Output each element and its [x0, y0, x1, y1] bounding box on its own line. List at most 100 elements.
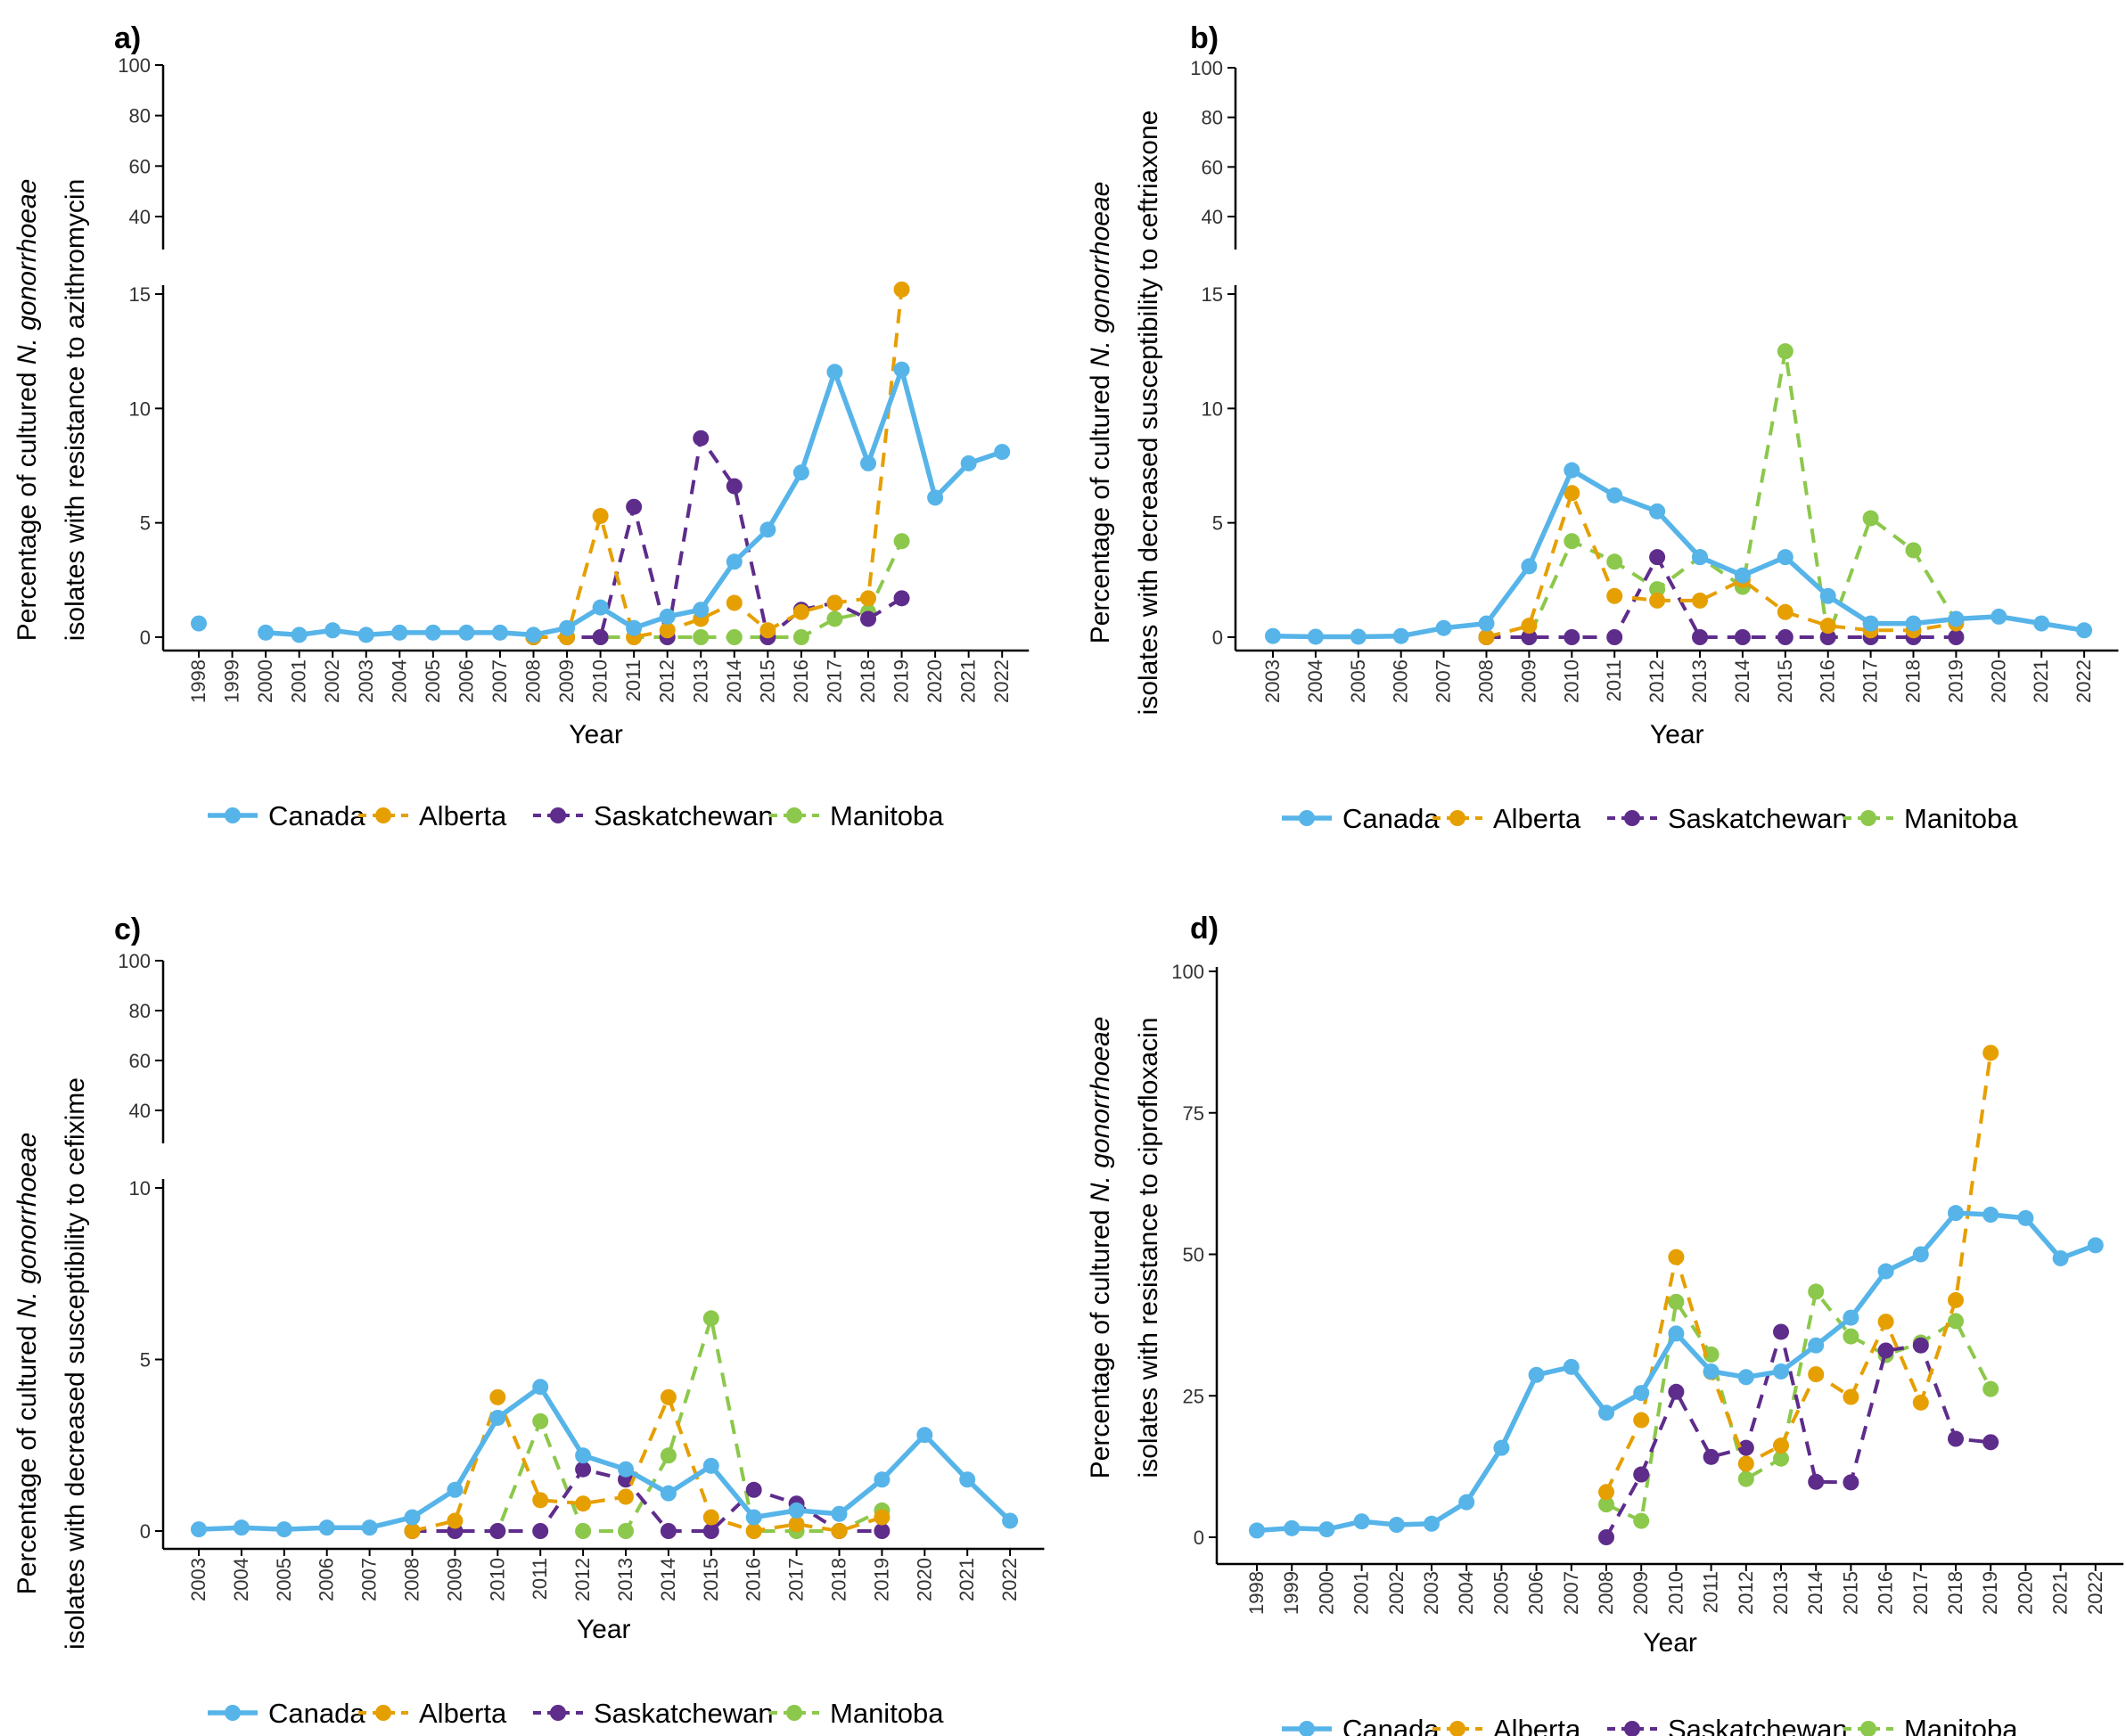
y-tick-label: 100: [1190, 57, 1223, 79]
data-point-saskatchewan: [660, 1523, 677, 1539]
y-axis-title-line-2: isolates with resistance to azithromycin: [61, 179, 90, 642]
data-point-canada: [1353, 1513, 1370, 1530]
x-tick-label: 2019: [891, 659, 913, 703]
data-point-canada: [1649, 503, 1666, 520]
data-point-alberta: [660, 1388, 677, 1405]
data-point-alberta: [893, 281, 910, 298]
data-point-manitoba: [1843, 1328, 1859, 1345]
legend-marker-saskatchewan: [550, 807, 566, 823]
data-point-canada: [1692, 549, 1708, 566]
data-point-canada: [1633, 1385, 1650, 1402]
data-point-canada: [318, 1519, 335, 1536]
data-point-saskatchewan: [702, 1523, 719, 1539]
data-point-alberta: [575, 1495, 592, 1512]
x-tick-label: 1999: [1280, 1571, 1302, 1615]
data-point-canada: [893, 361, 910, 378]
data-point-manitoba: [693, 629, 710, 645]
legend-marker-saskatchewan: [550, 1705, 566, 1721]
x-tick-label: 2001: [288, 659, 310, 703]
y-tick-label: 100: [118, 54, 151, 77]
x-tick-label: 2010: [486, 1558, 508, 1601]
x-tick-label: 2016: [743, 1558, 765, 1601]
data-point-alberta: [745, 1523, 762, 1539]
data-point-saskatchewan: [1773, 1323, 1789, 1340]
x-tick-label: 2013: [689, 659, 711, 703]
data-point-canada: [233, 1519, 250, 1536]
legend-marker-alberta: [1449, 810, 1465, 826]
y-axis-title-italic: N. gonorrhoeae: [1086, 1017, 1115, 1202]
x-tick-label: 2006: [455, 659, 477, 703]
x-tick-label: 2020: [923, 659, 946, 703]
x-tick-label: 2011: [1700, 1571, 1722, 1613]
y-tick-label: 60: [1202, 156, 1223, 178]
data-point-canada: [994, 444, 1011, 461]
legend-label-saskatchewan: Saskatchewan: [1668, 803, 1848, 834]
x-tick-label: 2021: [957, 659, 980, 703]
data-point-canada: [659, 608, 676, 625]
y-axis-title-italic: N. gonorrhoeae: [12, 179, 42, 364]
data-point-saskatchewan: [874, 1523, 891, 1539]
x-tick-label: 2006: [1525, 1571, 1547, 1615]
data-point-manitoba: [1982, 1380, 1999, 1397]
data-point-canada: [532, 1379, 549, 1396]
data-point-saskatchewan: [575, 1461, 592, 1478]
x-tick-label: 1998: [1245, 1571, 1268, 1615]
data-point-alberta: [1808, 1366, 1825, 1383]
x-tick-label: 2011: [529, 1558, 551, 1600]
data-point-canada: [391, 624, 408, 641]
x-tick-label: 2020: [1987, 659, 2009, 703]
data-point-canada: [1703, 1363, 1720, 1380]
data-point-canada: [191, 1521, 207, 1538]
data-point-canada: [1948, 1205, 1964, 1222]
x-tick-label: 2005: [273, 1558, 295, 1601]
data-point-canada: [1265, 627, 1281, 644]
data-point-alberta: [1649, 592, 1666, 609]
x-tick-label: 2013: [1769, 1571, 1792, 1615]
x-tick-label: 2022: [990, 659, 1013, 703]
x-tick-label: 2004: [1304, 659, 1326, 703]
data-point-manitoba: [826, 610, 843, 627]
data-point-manitoba: [1737, 1470, 1754, 1487]
data-point-canada: [826, 364, 843, 381]
data-point-canada: [1563, 1358, 1580, 1375]
y-tick-label: 15: [129, 283, 151, 306]
chart-panel-a: a) 0 5 10 15 40 60 80 100 1998 1999 2000 2001 2002 200…: [12, 21, 1030, 831]
legend-marker-canada: [1299, 1721, 1315, 1736]
data-point-canada: [960, 454, 977, 471]
data-point-canada: [2087, 1237, 2104, 1254]
x-axis-title: Year: [1643, 1628, 1697, 1658]
x-tick-label: 2019: [1979, 1571, 2001, 1615]
data-point-alberta: [489, 1388, 506, 1405]
x-tick-label: 2017: [785, 1558, 808, 1601]
legend-marker-manitoba: [786, 807, 802, 823]
data-point-canada: [1435, 619, 1452, 636]
data-point-canada: [916, 1427, 933, 1444]
x-tick-label: 2018: [857, 659, 879, 703]
x-tick-label: 2016: [1817, 659, 1839, 703]
data-point-alberta: [1633, 1412, 1650, 1429]
x-tick-label: 2003: [187, 1558, 209, 1601]
y-axis-title-line-1: Percentage of cultured N. gonorrhoeae: [12, 179, 42, 642]
y-tick-label: 10: [1202, 397, 1223, 420]
chart-panel-b: b) 0 5 10 15 40 60 80 100 2003 2004 2005 2006 2007 200…: [1086, 21, 2119, 834]
legend-label-saskatchewan: Saskatchewan: [594, 1698, 774, 1729]
x-tick-label: 2020: [913, 1558, 935, 1601]
data-point-alberta: [618, 1488, 634, 1505]
data-point-canada: [788, 1502, 805, 1519]
y-tick-label: 80: [129, 105, 151, 127]
y-tick-label: 0: [1212, 626, 1223, 649]
data-point-canada: [618, 1461, 634, 1478]
data-point-manitoba: [893, 533, 910, 550]
series-line-saskatchewan: [533, 436, 903, 639]
x-tick-label: 2005: [1347, 659, 1369, 703]
data-point-saskatchewan: [1692, 629, 1708, 645]
x-tick-label: 2016: [1875, 1571, 1897, 1615]
x-tick-label: 2009: [443, 1558, 465, 1601]
data-point-saskatchewan: [592, 629, 609, 645]
legend-label-canada: Canada: [1342, 1714, 1440, 1736]
legend-marker-alberta: [375, 807, 391, 823]
legend-label-manitoba: Manitoba: [1904, 1714, 2018, 1736]
data-point-canada: [1905, 615, 1922, 632]
data-point-canada: [745, 1509, 762, 1526]
legend-label-alberta: Alberta: [1493, 803, 1581, 834]
